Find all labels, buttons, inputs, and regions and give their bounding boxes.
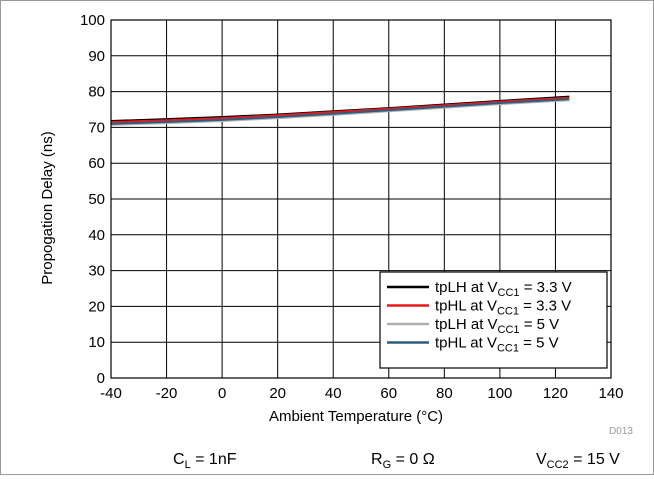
y-tick-label: 80 bbox=[88, 84, 105, 101]
legend-entry-4: tpHL at VCC1 = 5 V bbox=[435, 335, 559, 355]
x-tick-label: 100 bbox=[487, 385, 512, 402]
x-tick-label: 140 bbox=[598, 385, 623, 402]
series-line-4 bbox=[110, 98, 570, 125]
x-axis-label: Ambient Temperature (°C) bbox=[269, 408, 443, 425]
x-tick-label: 0 bbox=[218, 385, 226, 402]
series-line-1 bbox=[110, 95, 570, 122]
legend-entry-2: tpHL at VCC1 = 3.3 V bbox=[435, 298, 571, 318]
y-tick-label: 70 bbox=[88, 119, 105, 136]
x-tick-label: 60 bbox=[380, 385, 397, 402]
y-tick-label: 40 bbox=[88, 227, 105, 244]
x-tick-label: -20 bbox=[156, 385, 178, 402]
y-tick-label: 20 bbox=[88, 298, 105, 315]
y-tick-label: 10 bbox=[88, 334, 105, 351]
plot-border bbox=[110, 19, 612, 379]
y-tick-labels: 0 10 20 30 40 50 60 70 80 90 100 bbox=[80, 12, 105, 387]
x-tick-label: 120 bbox=[543, 385, 568, 402]
y-axis-label: Propogation Delay (ns) bbox=[39, 131, 56, 284]
y-tick-label: 60 bbox=[88, 155, 105, 172]
x-tick-label: -40 bbox=[100, 385, 122, 402]
y-tick-label: 90 bbox=[88, 48, 105, 65]
y-tick-label: 100 bbox=[80, 12, 105, 29]
condition-cl: CL = 1nF bbox=[173, 451, 237, 471]
condition-rg: RG = 0 Ω bbox=[371, 451, 435, 471]
x-tick-label: 40 bbox=[325, 385, 342, 402]
x-tick-label: 80 bbox=[436, 385, 453, 402]
series-lines bbox=[110, 95, 570, 126]
series-line-2 bbox=[110, 96, 570, 124]
series-line-3 bbox=[110, 99, 570, 126]
legend-entry-1: tpLH at VCC1 = 3.3 V bbox=[435, 279, 572, 299]
y-tick-label: 50 bbox=[88, 191, 105, 208]
x-tick-labels: -40 -20 0 20 40 60 80 100 120 140 bbox=[100, 385, 623, 402]
y-tick-label: 30 bbox=[88, 263, 105, 280]
legend-entry-3: tpLH at VCC1 = 5 V bbox=[435, 316, 559, 336]
x-tick-label: 20 bbox=[269, 385, 286, 402]
condition-vcc2: VCC2 = 15 V bbox=[536, 451, 620, 471]
figure-code: D013 bbox=[609, 426, 633, 437]
y-tick-label: 0 bbox=[97, 370, 105, 387]
